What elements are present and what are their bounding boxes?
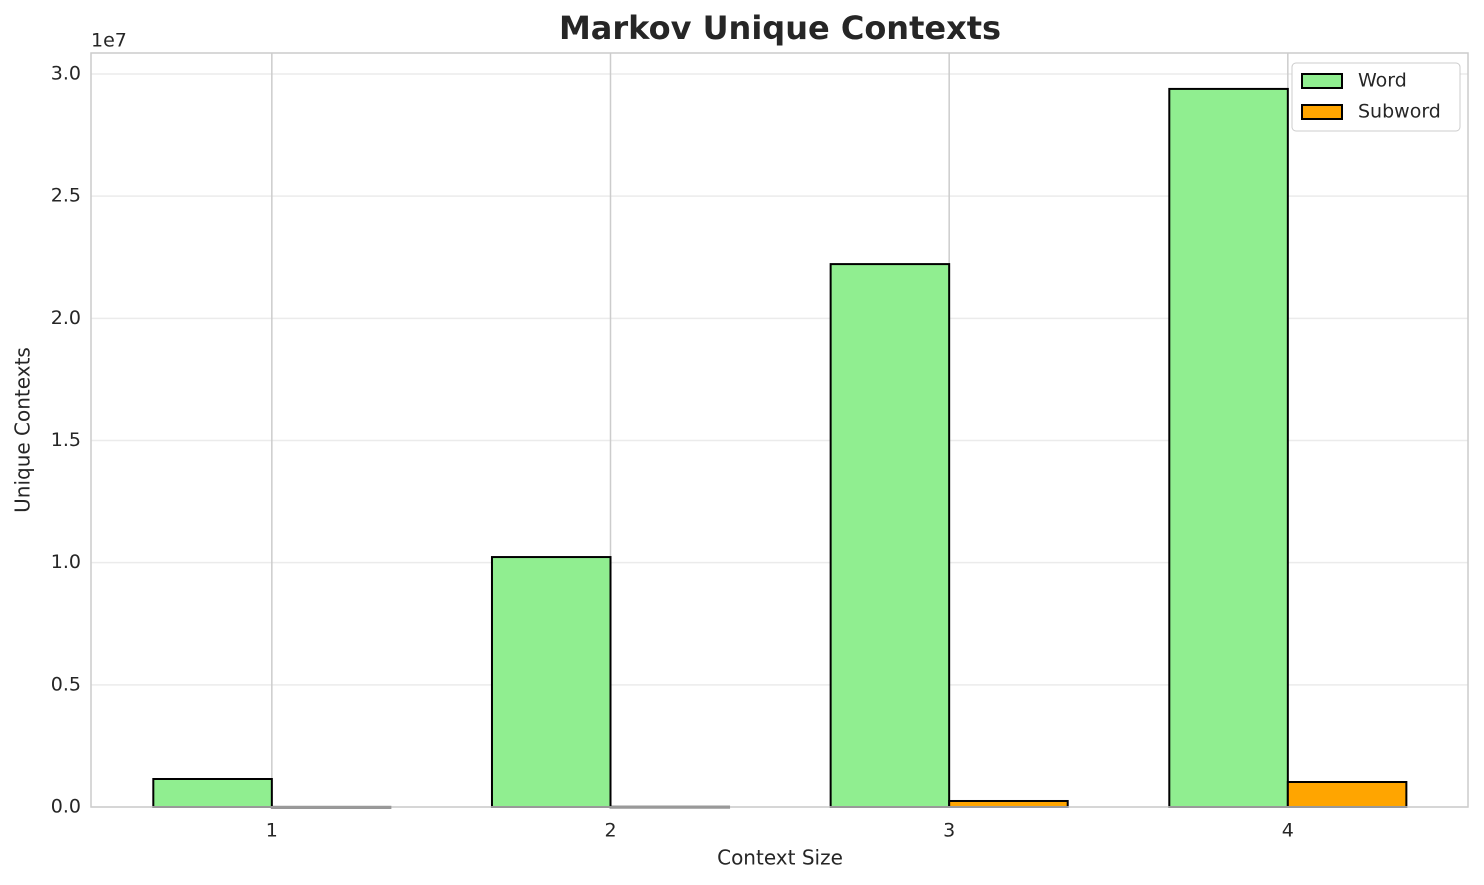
legend-label: Subword xyxy=(1358,101,1441,123)
y-tick-label: 0.0 xyxy=(51,796,81,818)
chart-title: Markov Unique Contexts xyxy=(559,9,1001,47)
bar xyxy=(1286,781,1408,809)
legend-swatch xyxy=(1301,73,1343,89)
y-tick-label: 0.5 xyxy=(51,673,81,695)
x-tick-label: 1 xyxy=(266,820,278,842)
bar xyxy=(948,799,1069,809)
y-tick-label: 2.5 xyxy=(51,185,81,207)
y-tick-label: 1.0 xyxy=(51,551,81,573)
x-axis-label: Context Size xyxy=(717,846,843,870)
bar xyxy=(1168,87,1289,809)
bar xyxy=(152,777,273,809)
y-tick-label: 1.5 xyxy=(51,429,81,451)
x-tick-label: 4 xyxy=(1282,820,1294,842)
legend-swatch xyxy=(1301,104,1343,120)
bar xyxy=(490,556,612,809)
x-tick-label: 3 xyxy=(943,820,955,842)
legend-label: Word xyxy=(1358,70,1407,92)
x-tick-label: 2 xyxy=(604,820,616,842)
bar xyxy=(829,263,951,808)
y-tick-label: 2.0 xyxy=(51,307,81,329)
plot-frame xyxy=(90,52,1469,808)
y-axis-label: Unique Contexts xyxy=(11,347,35,513)
y-offset-label: 1e7 xyxy=(91,30,127,52)
y-tick-label: 3.0 xyxy=(51,63,81,85)
